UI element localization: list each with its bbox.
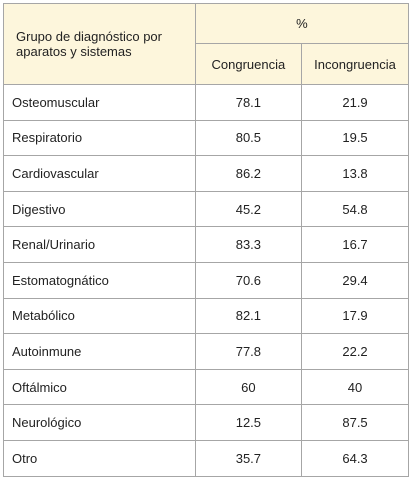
table-row: Renal/Urinario 83.3 16.7 — [3, 226, 409, 263]
row-label: Cardiovascular — [3, 155, 196, 192]
cell-value: 29.4 — [301, 261, 409, 299]
cell-value: 16.7 — [301, 226, 409, 263]
table-row: Osteomuscular 78.1 21.9 — [3, 84, 409, 121]
header-row: Grupo de diagnóstico por aparatos y sist… — [3, 3, 410, 85]
table-row: Respiratorio 80.5 19.5 — [3, 119, 409, 157]
table-row: Autoinmune 77.8 22.2 — [3, 333, 409, 370]
data-table: Grupo de diagnóstico por aparatos y sist… — [3, 3, 410, 477]
row-label: Digestivo — [3, 190, 196, 228]
table-row: Metabólico 82.1 17.9 — [3, 297, 409, 335]
cell-value: 60 — [194, 368, 303, 406]
table-body: Osteomuscular 78.1 21.9 Respiratorio 80.5 19.… — [3, 84, 409, 477]
cell-value: 22.2 — [301, 333, 409, 370]
cell-value: 13.8 — [301, 155, 409, 192]
cell-value: 12.5 — [194, 404, 303, 441]
cell-value: 77.8 — [194, 333, 303, 370]
cell-value: 87.5 — [301, 404, 409, 441]
cell-value: 17.9 — [301, 297, 409, 335]
table-header: Grupo de diagnóstico por aparatos y sist… — [3, 3, 410, 85]
row-label: Autoinmune — [3, 333, 196, 370]
table-row: Neurológico 12.5 87.5 — [3, 404, 409, 441]
cell-value: 82.1 — [194, 297, 303, 335]
row-label: Metabólico — [3, 297, 196, 335]
row-label: Neurológico — [3, 404, 196, 441]
cell-value: 40 — [301, 368, 409, 406]
column-header: Congruencia — [194, 43, 303, 85]
cell-value: 83.3 — [194, 226, 303, 263]
cell-value: 45.2 — [194, 190, 303, 228]
row-label: Estomatognático — [3, 261, 196, 299]
percent-header: % — [194, 3, 410, 44]
cell-value: 80.5 — [194, 119, 303, 157]
cell-value: 19.5 — [301, 119, 409, 157]
row-label: Oftálmico — [3, 368, 196, 406]
row-label: Respiratorio — [3, 119, 196, 157]
table-row: Cardiovascular 86.2 13.8 — [3, 155, 409, 192]
table-row: Digestivo 45.2 54.8 — [3, 190, 409, 228]
row-label: Osteomuscular — [3, 84, 196, 121]
column-header: Incongruencia — [301, 43, 409, 85]
row-label: Renal/Urinario — [3, 226, 196, 263]
table-row: Estomatognático 70.6 29.4 — [3, 261, 409, 299]
cell-value: 86.2 — [194, 155, 303, 192]
cell-value: 35.7 — [194, 439, 303, 477]
group-header: Grupo de diagnóstico por aparatos y sist… — [3, 3, 196, 85]
cell-value: 78.1 — [194, 84, 303, 121]
row-label: Otro — [3, 439, 196, 477]
cell-value: 21.9 — [301, 84, 409, 121]
header-row: Congruencia Incongruencia — [4, 43, 409, 85]
table-row: Oftálmico 60 40 — [3, 368, 409, 406]
cell-value: 54.8 — [301, 190, 409, 228]
cell-value: 70.6 — [194, 261, 303, 299]
cell-value: 64.3 — [301, 439, 409, 477]
table-row: Otro 35.7 64.3 — [3, 439, 409, 477]
